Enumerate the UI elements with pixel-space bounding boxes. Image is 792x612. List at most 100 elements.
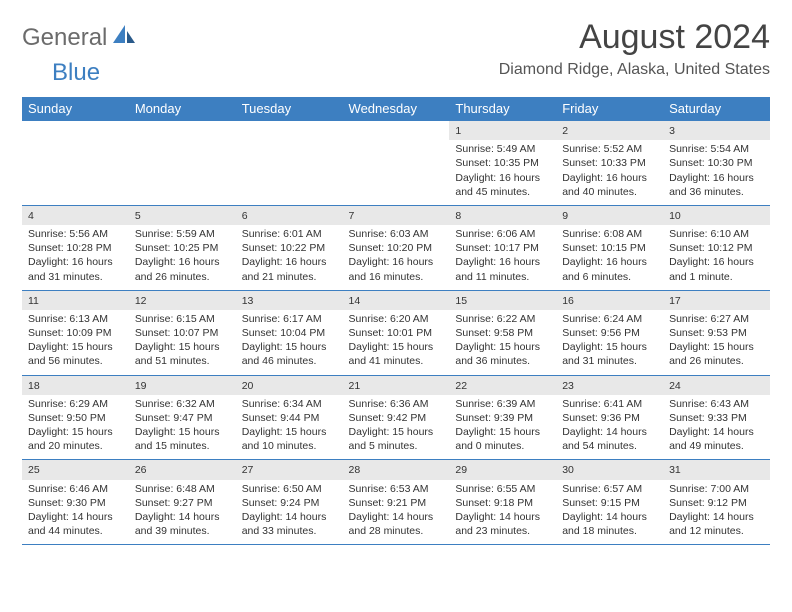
day-number: 6 (236, 206, 343, 225)
day-of-week-header: Friday (556, 97, 663, 121)
calendar-day-cell: 6 Sunrise: 6:01 AM Sunset: 10:22 PM Dayli… (236, 205, 343, 290)
calendar-day-cell: 28Sunrise: 6:53 AM Sunset: 9:21 PM Dayli… (343, 460, 450, 545)
calendar-day-cell: 30 Sunrise: 6:57 AM Sunset: 9:15 PM Dayli… (556, 460, 663, 545)
calendar-day-cell: 20 Sunrise: 6:34 AM Sunset: 9:44 PM Dayli… (236, 375, 343, 460)
calendar-day-cell (22, 121, 129, 206)
calendar-day-cell: 24 Sunrise: 6:43 AM Sunset: 9:33 PM Dayli… (663, 375, 770, 460)
day-details: Sunrise: 6:10 AM Sunset: 10:12 PM Daylig… (663, 227, 770, 290)
day-details: Sunrise: 7:00 AM Sunset: 9:12 PM Dayligh… (663, 482, 770, 545)
calendar-week-row: 25 Sunrise: 6:46 AM Sunset: 9:30 PM Dayli… (22, 460, 770, 545)
calendar-day-cell: 11 Sunrise: 6:13 AM Sunset: 10:09 PM Dayl… (22, 290, 129, 375)
day-number: 1 (449, 121, 556, 140)
day-of-week-row: SundayMondayTuesdayWednesdayThursdayFrid… (22, 97, 770, 121)
calendar-day-cell (236, 121, 343, 206)
day-details: Sunrise: 6:01 AM Sunset: 10:22 PM Daylig… (236, 227, 343, 290)
logo-text-blue: Blue (52, 59, 100, 87)
day-number: 29 (449, 460, 556, 479)
calendar-day-cell: 17Sunrise: 6:27 AM Sunset: 9:53 PM Dayli… (663, 290, 770, 375)
day-details: Sunrise: 6:36 AM Sunset: 9:42 PM Dayligh… (343, 397, 450, 460)
day-number: 16 (556, 291, 663, 310)
calendar-week-row: 4Sunrise: 5:56 AM Sunset: 10:28 PM Dayli… (22, 205, 770, 290)
calendar-day-cell: 23 Sunrise: 6:41 AM Sunset: 9:36 PM Dayli… (556, 375, 663, 460)
day-details: Sunrise: 6:03 AM Sunset: 10:20 PM Daylig… (343, 227, 450, 290)
day-details: Sunrise: 6:48 AM Sunset: 9:27 PM Dayligh… (129, 482, 236, 545)
day-details: Sunrise: 6:06 AM Sunset: 10:17 PM Daylig… (449, 227, 556, 290)
day-number: 18 (22, 376, 129, 395)
day-number: 31 (663, 460, 770, 479)
day-number: 3 (663, 121, 770, 140)
day-number: 20 (236, 376, 343, 395)
location-text: Diamond Ridge, Alaska, United States (499, 61, 770, 79)
calendar-day-cell (343, 121, 450, 206)
calendar-day-cell: 14 Sunrise: 6:20 AM Sunset: 10:01 PM Dayl… (343, 290, 450, 375)
calendar-day-cell: 13 Sunrise: 6:17 AM Sunset: 10:04 PM Dayl… (236, 290, 343, 375)
calendar-body: 1Sunrise: 5:49 AM Sunset: 10:35 PM Dayli… (22, 121, 770, 545)
calendar-day-cell: 12 Sunrise: 6:15 AM Sunset: 10:07 PM Dayl… (129, 290, 236, 375)
day-details: Sunrise: 6:22 AM Sunset: 9:58 PM Dayligh… (449, 312, 556, 375)
day-number: 24 (663, 376, 770, 395)
day-number: 28 (343, 460, 450, 479)
day-number: 15 (449, 291, 556, 310)
calendar-day-cell: 25 Sunrise: 6:46 AM Sunset: 9:30 PM Dayli… (22, 460, 129, 545)
day-details: Sunrise: 6:08 AM Sunset: 10:15 PM Daylig… (556, 227, 663, 290)
calendar-day-cell: 15 Sunrise: 6:22 AM Sunset: 9:58 PM Dayli… (449, 290, 556, 375)
day-of-week-header: Saturday (663, 97, 770, 121)
day-number: 8 (449, 206, 556, 225)
day-number: 14 (343, 291, 450, 310)
calendar-day-cell: 18 Sunrise: 6:29 AM Sunset: 9:50 PM Dayli… (22, 375, 129, 460)
calendar-day-cell: 7 Sunrise: 6:03 AM Sunset: 10:20 PM Dayli… (343, 205, 450, 290)
day-number: 21 (343, 376, 450, 395)
day-details: Sunrise: 5:59 AM Sunset: 10:25 PM Daylig… (129, 227, 236, 290)
day-of-week-header: Tuesday (236, 97, 343, 121)
page-title: August 2024 (499, 18, 770, 57)
day-details: Sunrise: 6:13 AM Sunset: 10:09 PM Daylig… (22, 312, 129, 375)
calendar-day-cell: 1Sunrise: 5:49 AM Sunset: 10:35 PM Dayli… (449, 121, 556, 206)
calendar-day-cell: 19 Sunrise: 6:32 AM Sunset: 9:47 PM Dayli… (129, 375, 236, 460)
day-details: Sunrise: 5:56 AM Sunset: 10:28 PM Daylig… (22, 227, 129, 290)
calendar-week-row: 11 Sunrise: 6:13 AM Sunset: 10:09 PM Dayl… (22, 290, 770, 375)
logo-sail-icon (111, 23, 137, 50)
day-number: 23 (556, 376, 663, 395)
day-number: 7 (343, 206, 450, 225)
calendar-day-cell (129, 121, 236, 206)
calendar-day-cell: 10Sunrise: 6:10 AM Sunset: 10:12 PM Dayl… (663, 205, 770, 290)
day-number: 30 (556, 460, 663, 479)
calendar-day-cell: 29 Sunrise: 6:55 AM Sunset: 9:18 PM Dayli… (449, 460, 556, 545)
day-number: 22 (449, 376, 556, 395)
day-details: Sunrise: 6:41 AM Sunset: 9:36 PM Dayligh… (556, 397, 663, 460)
calendar-day-cell: 2Sunrise: 5:52 AM Sunset: 10:33 PM Dayli… (556, 121, 663, 206)
calendar-day-cell: 9Sunrise: 6:08 AM Sunset: 10:15 PM Dayli… (556, 205, 663, 290)
day-details: Sunrise: 6:29 AM Sunset: 9:50 PM Dayligh… (22, 397, 129, 460)
title-block: August 2024 Diamond Ridge, Alaska, Unite… (499, 18, 770, 79)
day-of-week-header: Thursday (449, 97, 556, 121)
day-details: Sunrise: 5:54 AM Sunset: 10:30 PM Daylig… (663, 142, 770, 205)
calendar-day-cell: 31 Sunrise: 7:00 AM Sunset: 9:12 PM Dayli… (663, 460, 770, 545)
calendar-day-cell: 3 Sunrise: 5:54 AM Sunset: 10:30 PM Dayli… (663, 121, 770, 206)
calendar-day-cell: 22Sunrise: 6:39 AM Sunset: 9:39 PM Dayli… (449, 375, 556, 460)
logo: General (22, 24, 137, 52)
day-details: Sunrise: 6:32 AM Sunset: 9:47 PM Dayligh… (129, 397, 236, 460)
day-number: 12 (129, 291, 236, 310)
day-details: Sunrise: 6:15 AM Sunset: 10:07 PM Daylig… (129, 312, 236, 375)
calendar-week-row: 18 Sunrise: 6:29 AM Sunset: 9:50 PM Dayli… (22, 375, 770, 460)
day-of-week-header: Sunday (22, 97, 129, 121)
day-number: 11 (22, 291, 129, 310)
calendar-week-row: 1Sunrise: 5:49 AM Sunset: 10:35 PM Dayli… (22, 121, 770, 206)
day-of-week-header: Monday (129, 97, 236, 121)
day-number: 25 (22, 460, 129, 479)
day-details: Sunrise: 6:24 AM Sunset: 9:56 PM Dayligh… (556, 312, 663, 375)
day-details: Sunrise: 6:57 AM Sunset: 9:15 PM Dayligh… (556, 482, 663, 545)
day-number: 13 (236, 291, 343, 310)
day-number: 19 (129, 376, 236, 395)
day-details: Sunrise: 6:55 AM Sunset: 9:18 PM Dayligh… (449, 482, 556, 545)
calendar-day-cell: 27Sunrise: 6:50 AM Sunset: 9:24 PM Dayli… (236, 460, 343, 545)
day-details: Sunrise: 6:46 AM Sunset: 9:30 PM Dayligh… (22, 482, 129, 545)
day-of-week-header: Wednesday (343, 97, 450, 121)
day-number: 17 (663, 291, 770, 310)
day-details: Sunrise: 6:17 AM Sunset: 10:04 PM Daylig… (236, 312, 343, 375)
day-details: Sunrise: 6:43 AM Sunset: 9:33 PM Dayligh… (663, 397, 770, 460)
calendar-day-cell: 5Sunrise: 5:59 AM Sunset: 10:25 PM Dayli… (129, 205, 236, 290)
day-details: Sunrise: 6:20 AM Sunset: 10:01 PM Daylig… (343, 312, 450, 375)
day-details: Sunrise: 6:34 AM Sunset: 9:44 PM Dayligh… (236, 397, 343, 460)
calendar-day-cell: 16 Sunrise: 6:24 AM Sunset: 9:56 PM Dayli… (556, 290, 663, 375)
